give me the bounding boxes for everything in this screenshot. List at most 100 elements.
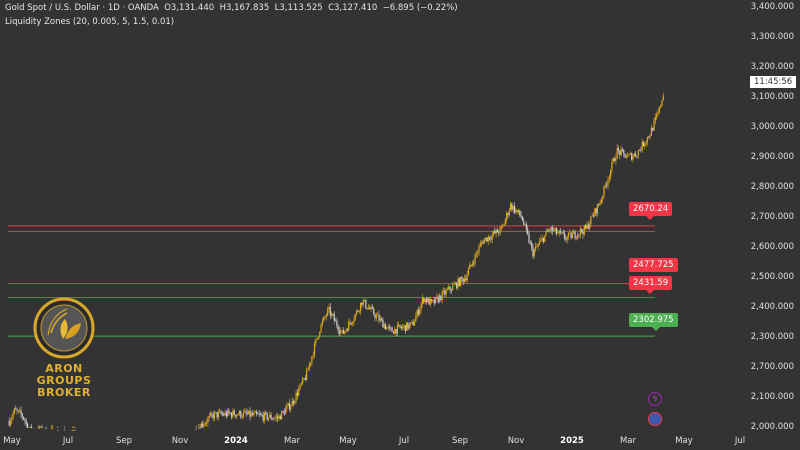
candle-body [73, 429, 75, 431]
candle-body [206, 422, 208, 424]
candle-body [21, 414, 23, 417]
candle-body [616, 148, 618, 158]
candle-body [617, 148, 620, 151]
candle-body [394, 329, 396, 334]
candle-body [517, 210, 520, 212]
candle-body [288, 403, 291, 410]
candle-body [596, 204, 599, 214]
candle-body [313, 343, 316, 356]
candle-body [656, 114, 658, 118]
candle-body [281, 411, 283, 420]
logo-emblem-icon [33, 297, 95, 359]
candle-body [336, 320, 338, 327]
candle-body [16, 409, 18, 411]
candle-body [228, 410, 230, 414]
time-tick: Sep [115, 436, 133, 446]
candle-body [223, 414, 225, 416]
candle-body [448, 286, 450, 290]
candle-body [202, 423, 204, 427]
candle-body [38, 427, 41, 429]
candle-body [554, 228, 556, 231]
candle-body [437, 296, 439, 302]
candle-body [9, 420, 12, 426]
candle-body [404, 325, 406, 331]
candle-body [538, 241, 541, 245]
candle-body [463, 278, 466, 282]
candle-body [263, 412, 266, 421]
candle-body [74, 429, 76, 431]
candle-body [607, 179, 609, 186]
candle-body [332, 313, 334, 315]
candle-body [433, 300, 435, 304]
candle-body [407, 322, 409, 329]
candle-body [298, 389, 300, 396]
candle-body [254, 411, 256, 413]
candle-body [470, 264, 472, 266]
change-value: −6.895 (−0.22%) [382, 3, 458, 13]
candle-body [491, 234, 493, 240]
candle-body [565, 238, 567, 240]
candle-body [342, 330, 345, 334]
candle-body [492, 231, 495, 235]
candle-body [23, 416, 25, 420]
candle-body [253, 412, 255, 415]
candle-body [340, 330, 342, 334]
candle-body [574, 231, 576, 238]
candle-body [645, 141, 647, 144]
time-tick: Jul [398, 436, 410, 446]
candle-body [198, 427, 200, 429]
candle-body [271, 418, 273, 420]
candle-body [329, 307, 331, 316]
candle-body [369, 307, 371, 310]
candle-body [317, 336, 320, 339]
candle-body [345, 329, 347, 332]
symbol-legend[interactable]: Gold Spot / U.S. Dollar · 1D · OANDA O3,… [5, 3, 458, 14]
candle-body [650, 127, 653, 136]
candle-body [273, 418, 275, 420]
candle-body [282, 411, 284, 413]
candle-body [483, 239, 485, 244]
candle-body [486, 237, 488, 242]
candle-body [469, 264, 471, 270]
candle-body [412, 322, 414, 326]
zone-price-label: 2670.24 [629, 202, 673, 220]
candle-body [269, 414, 271, 418]
candle-body [586, 224, 588, 229]
candle-body [233, 410, 235, 415]
candle-body [37, 427, 39, 429]
candle-body [519, 210, 521, 216]
candle-body [409, 322, 412, 325]
candle-body [25, 421, 27, 424]
us-flag-event-icon[interactable] [648, 412, 662, 426]
time-tick: 2025 [560, 436, 584, 446]
candle-body [536, 246, 538, 248]
candle-body [610, 170, 612, 178]
candle-body [296, 392, 299, 396]
candle-body [461, 277, 463, 279]
candle-body [428, 298, 430, 305]
candle-body [350, 323, 352, 324]
time-tick: May [3, 436, 21, 446]
candle-body [640, 149, 642, 151]
candle-body [590, 216, 592, 225]
candle-body [579, 229, 581, 235]
candle-body [498, 232, 500, 234]
candle-body [462, 278, 464, 282]
candle-body [603, 185, 605, 197]
candle-body [454, 282, 456, 285]
candle-body [291, 400, 293, 407]
zone-price-label: 2302.975 [629, 313, 678, 331]
candle-body [378, 314, 380, 321]
candle-body [270, 414, 272, 419]
lightning-event-icon[interactable]: ϟ [648, 392, 662, 406]
candle-body [637, 150, 639, 157]
indicator-legend[interactable]: Liquidity Zones (20, 0.005, 5, 1.5, 0.01… [5, 17, 175, 27]
candle-body [274, 417, 276, 419]
candle-body [207, 418, 209, 423]
candle-body [467, 269, 470, 275]
candle-body [242, 412, 245, 417]
candle-body [334, 320, 337, 322]
candle-body [481, 242, 483, 244]
candle-body [361, 302, 363, 305]
